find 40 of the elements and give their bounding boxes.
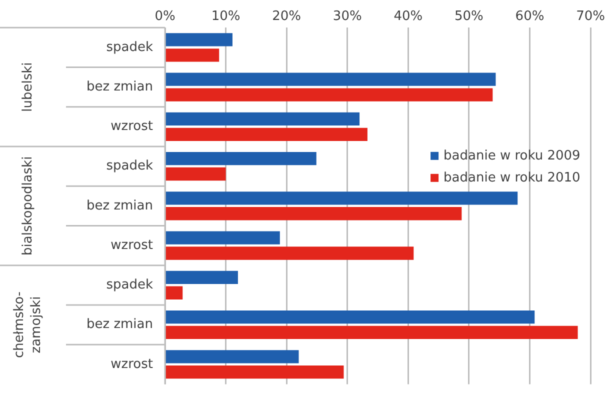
bar (166, 112, 360, 126)
bar (166, 366, 344, 379)
y-tick-label: bez zmian (86, 317, 153, 332)
x-tick-label: 20% (272, 9, 302, 24)
x-tick-label: 70% (576, 9, 606, 24)
legend-label: badanie w roku 2009 (444, 148, 580, 164)
x-tick-label: 60% (515, 9, 544, 24)
bar (166, 33, 232, 46)
y-tick-label: spadek (106, 278, 154, 293)
bar (166, 231, 280, 244)
y-tick-label: bez zmian (86, 198, 153, 214)
y-tick-label: wzrost (110, 119, 153, 134)
bar (166, 246, 414, 260)
text: bialskopodlaski (20, 156, 36, 256)
x-tick-label: 0% (154, 9, 176, 24)
y-tick-label: wzrost (110, 356, 153, 372)
text: lubelski (20, 62, 36, 112)
bar (166, 167, 226, 181)
x-tick-label: 10% (211, 9, 240, 24)
bar (166, 326, 578, 340)
bar (166, 286, 183, 300)
bar (166, 192, 518, 205)
bar (166, 128, 368, 141)
y-tick-label: spadek (106, 158, 154, 174)
bar (166, 207, 462, 220)
bar (166, 72, 496, 86)
y-tick-label: wzrost (110, 238, 153, 253)
bar (166, 48, 220, 62)
bar (166, 270, 238, 284)
x-tick-label: 50% (454, 9, 484, 24)
legend-label: badanie w roku 2010 (444, 170, 580, 186)
y-tick-label: spadek (106, 40, 154, 55)
y-tick-label: bez zmian (86, 79, 153, 94)
x-tick-label: 40% (394, 9, 423, 24)
bar (166, 310, 535, 324)
bar (166, 152, 316, 166)
text: chełmsko-zamojski (12, 291, 44, 358)
bar (166, 350, 299, 364)
x-tick-label: 30% (332, 9, 362, 24)
bar (166, 88, 493, 102)
